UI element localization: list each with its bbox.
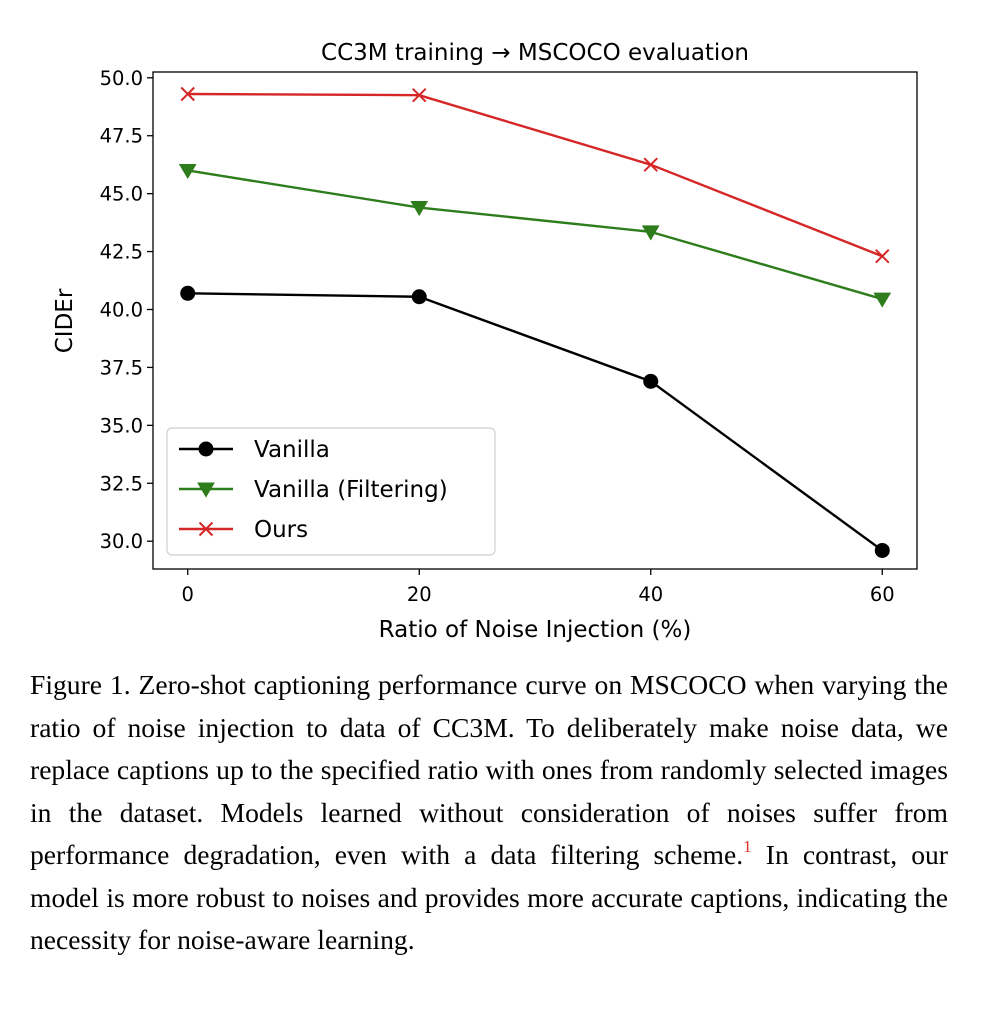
data-point — [180, 86, 195, 102]
data-point — [641, 225, 660, 241]
series-line — [187, 169, 883, 301]
y-tick-label: 35.0 — [100, 414, 143, 437]
data-point — [178, 163, 197, 180]
caption-text-after: In contrast, our model is more robust to… — [30, 839, 948, 955]
y-axis-label: CIDEr — [52, 288, 78, 353]
data-point — [875, 248, 890, 264]
chart: CC3M training → MSCOCO evaluation 30.0 32… — [52, 40, 918, 643]
figure-caption: Figure 1. Zero-shot captioning performan… — [30, 664, 948, 962]
y-tick-label: 42.5 — [100, 241, 143, 264]
x-tick-label: 40 — [638, 583, 663, 606]
data-point — [873, 292, 892, 308]
legend-marker — [197, 482, 215, 498]
chart-title: CC3M training → MSCOCO evaluation — [321, 40, 749, 66]
y-tick-label: 40.0 — [100, 298, 143, 321]
legend-marker — [198, 521, 214, 537]
y-tick-label: 47.5 — [100, 125, 143, 148]
y-tick-label: 45.0 — [100, 183, 143, 206]
data-point — [643, 157, 658, 172]
x-axis: 0 20 40 60 — [182, 569, 895, 606]
footnote-marker[interactable]: 1 — [743, 837, 752, 856]
caption-text: Figure 1. Zero-shot captioning performan… — [30, 669, 948, 870]
x-tick-label: 0 — [182, 583, 194, 606]
x-tick-label: 20 — [407, 583, 432, 606]
y-tick-label: 32.5 — [100, 472, 143, 495]
series-vanilla — [180, 285, 890, 558]
data-point — [643, 373, 659, 389]
legend-label: Vanilla — [254, 437, 330, 463]
series-layer — [178, 86, 892, 558]
legend: Vanilla Vanilla (Filtering) Ours — [166, 427, 496, 556]
series-line — [187, 92, 883, 258]
y-tick-label: 30.0 — [100, 530, 143, 553]
legend-label: Vanilla (Filtering) — [254, 477, 448, 503]
legend-marker — [198, 441, 214, 457]
data-point — [412, 87, 427, 103]
y-axis: 30.0 32.5 35.0 37.5 40.0 42.5 45.0 47.5 50.0 — [100, 67, 153, 553]
legend-label: Ours — [254, 517, 308, 543]
y-tick-label: 37.5 — [100, 356, 143, 379]
series-vanilla-filtering — [178, 163, 892, 308]
data-point — [410, 201, 429, 217]
x-axis-label: Ratio of Noise Injection (%) — [379, 617, 692, 643]
plot-frame — [152, 71, 918, 570]
series-ours — [180, 86, 890, 264]
legend-box — [166, 427, 496, 556]
series-line — [187, 292, 883, 552]
data-point — [180, 285, 196, 301]
data-point — [874, 542, 890, 558]
y-tick-label: 50.0 — [100, 67, 143, 90]
x-tick-label: 60 — [870, 583, 895, 606]
data-point — [411, 289, 427, 305]
